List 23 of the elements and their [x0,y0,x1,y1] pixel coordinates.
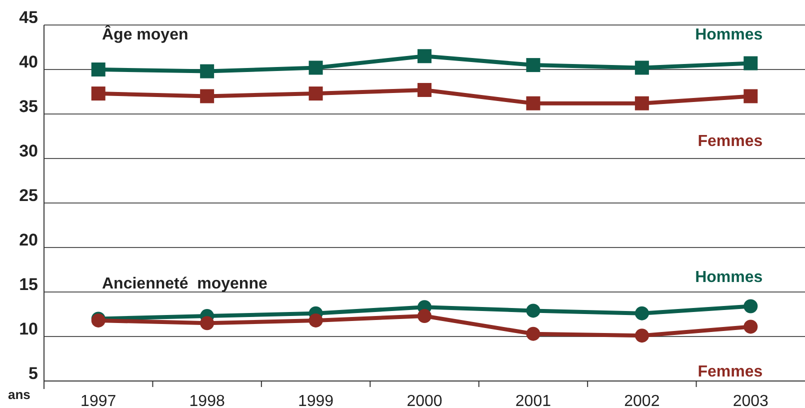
x-tick-label: 2003 [732,393,769,408]
series-label: Femmes [698,364,763,381]
series-label: Hommes [695,269,763,286]
y-tick-label: 35 [19,97,38,116]
x-tick-label: 2000 [406,393,442,408]
y-axis-title: ans [8,387,30,402]
x-tick-label: 2001 [515,393,552,408]
series-label: Femmes [698,133,763,150]
y-tick-label: 45 [19,8,38,27]
annotation: Ancienneté moyenne [102,276,268,293]
x-tick-label: 1998 [189,393,225,408]
x-tick-label: 2002 [624,393,660,408]
y-tick-label: 15 [19,275,38,294]
y-tick-label: 30 [19,142,38,160]
y-tick-label: 10 [19,320,38,338]
y-tick-label: 25 [19,186,38,205]
x-tick-label: 1999 [298,393,334,408]
y-tick-label: 40 [19,52,38,72]
y-tick-label: 5 [28,364,38,383]
y-tick-label: 20 [19,230,38,250]
annotation: Âge moyen [102,24,188,44]
x-tick-label: 1997 [80,393,116,408]
series-label: Hommes [695,26,763,44]
